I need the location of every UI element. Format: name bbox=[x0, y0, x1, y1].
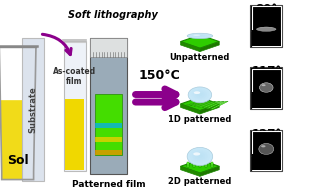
Ellipse shape bbox=[187, 147, 213, 166]
Polygon shape bbox=[205, 163, 207, 166]
Polygon shape bbox=[193, 163, 195, 167]
Ellipse shape bbox=[193, 90, 207, 99]
Polygon shape bbox=[186, 101, 204, 105]
Polygon shape bbox=[194, 101, 212, 106]
Ellipse shape bbox=[197, 154, 203, 158]
Polygon shape bbox=[181, 160, 219, 173]
Ellipse shape bbox=[195, 91, 205, 98]
Polygon shape bbox=[211, 162, 213, 165]
Polygon shape bbox=[181, 104, 200, 114]
Ellipse shape bbox=[192, 151, 208, 161]
Ellipse shape bbox=[187, 33, 213, 39]
FancyBboxPatch shape bbox=[252, 154, 281, 170]
Ellipse shape bbox=[261, 145, 265, 147]
Polygon shape bbox=[210, 101, 228, 109]
Polygon shape bbox=[181, 166, 200, 176]
FancyBboxPatch shape bbox=[252, 92, 281, 108]
FancyBboxPatch shape bbox=[252, 69, 281, 108]
Polygon shape bbox=[0, 100, 35, 180]
Ellipse shape bbox=[197, 35, 203, 36]
FancyBboxPatch shape bbox=[95, 150, 122, 155]
Ellipse shape bbox=[190, 149, 210, 163]
Polygon shape bbox=[199, 163, 201, 166]
FancyBboxPatch shape bbox=[90, 38, 127, 174]
Polygon shape bbox=[187, 162, 189, 165]
Ellipse shape bbox=[259, 143, 274, 154]
Polygon shape bbox=[181, 97, 219, 111]
FancyBboxPatch shape bbox=[252, 30, 281, 46]
Polygon shape bbox=[211, 163, 213, 167]
Ellipse shape bbox=[261, 84, 265, 86]
Polygon shape bbox=[211, 164, 213, 167]
Ellipse shape bbox=[191, 88, 209, 101]
Text: 2D patterned: 2D patterned bbox=[168, 177, 232, 186]
FancyBboxPatch shape bbox=[95, 137, 122, 142]
Text: 127°: 127° bbox=[251, 128, 281, 140]
Polygon shape bbox=[199, 163, 201, 167]
FancyBboxPatch shape bbox=[65, 99, 84, 170]
FancyBboxPatch shape bbox=[22, 38, 44, 181]
Polygon shape bbox=[193, 162, 195, 165]
Polygon shape bbox=[205, 163, 207, 167]
Polygon shape bbox=[187, 164, 189, 167]
Ellipse shape bbox=[259, 83, 273, 92]
Polygon shape bbox=[187, 163, 189, 167]
Text: Substrate: Substrate bbox=[29, 86, 38, 133]
FancyBboxPatch shape bbox=[250, 67, 282, 109]
Polygon shape bbox=[199, 164, 201, 167]
Ellipse shape bbox=[190, 34, 210, 38]
Text: Unpatterned: Unpatterned bbox=[170, 53, 230, 62]
Polygon shape bbox=[198, 101, 216, 107]
Text: 150°C: 150°C bbox=[139, 69, 180, 82]
Ellipse shape bbox=[195, 35, 205, 37]
Polygon shape bbox=[206, 101, 224, 108]
Polygon shape bbox=[193, 163, 195, 166]
Polygon shape bbox=[200, 104, 219, 114]
FancyBboxPatch shape bbox=[252, 31, 280, 46]
FancyBboxPatch shape bbox=[252, 6, 281, 46]
FancyBboxPatch shape bbox=[95, 94, 122, 155]
Polygon shape bbox=[199, 162, 201, 165]
FancyBboxPatch shape bbox=[95, 123, 122, 128]
Ellipse shape bbox=[259, 83, 273, 92]
Ellipse shape bbox=[193, 152, 200, 156]
Polygon shape bbox=[181, 35, 219, 48]
Polygon shape bbox=[181, 42, 200, 52]
Text: Sol: Sol bbox=[7, 154, 29, 167]
Ellipse shape bbox=[194, 91, 200, 94]
Polygon shape bbox=[205, 164, 207, 167]
Ellipse shape bbox=[195, 152, 205, 160]
Ellipse shape bbox=[192, 34, 208, 37]
Ellipse shape bbox=[256, 27, 276, 31]
Polygon shape bbox=[205, 162, 207, 165]
Polygon shape bbox=[193, 164, 195, 167]
Ellipse shape bbox=[193, 35, 200, 36]
Ellipse shape bbox=[198, 93, 202, 96]
Polygon shape bbox=[202, 101, 220, 108]
FancyBboxPatch shape bbox=[250, 5, 282, 47]
Text: Soft lithography: Soft lithography bbox=[68, 10, 158, 20]
Polygon shape bbox=[187, 163, 189, 166]
FancyBboxPatch shape bbox=[90, 38, 127, 57]
FancyBboxPatch shape bbox=[250, 130, 282, 171]
FancyBboxPatch shape bbox=[64, 41, 86, 171]
Polygon shape bbox=[200, 166, 219, 176]
Ellipse shape bbox=[256, 27, 276, 35]
Text: 1D patterned: 1D patterned bbox=[168, 115, 232, 124]
Text: Patterned film: Patterned film bbox=[72, 180, 145, 189]
Polygon shape bbox=[190, 101, 208, 106]
Text: 117°: 117° bbox=[251, 65, 281, 78]
Text: As-coated
film: As-coated film bbox=[53, 67, 96, 86]
Polygon shape bbox=[211, 163, 213, 166]
FancyBboxPatch shape bbox=[252, 131, 281, 170]
Text: 80°: 80° bbox=[255, 3, 277, 16]
Ellipse shape bbox=[259, 143, 274, 154]
Ellipse shape bbox=[188, 87, 212, 103]
Polygon shape bbox=[200, 42, 219, 52]
